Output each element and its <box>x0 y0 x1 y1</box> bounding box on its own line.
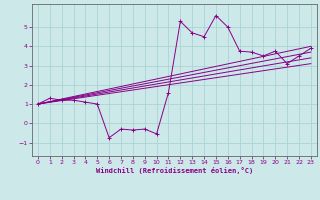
X-axis label: Windchill (Refroidissement éolien,°C): Windchill (Refroidissement éolien,°C) <box>96 167 253 174</box>
